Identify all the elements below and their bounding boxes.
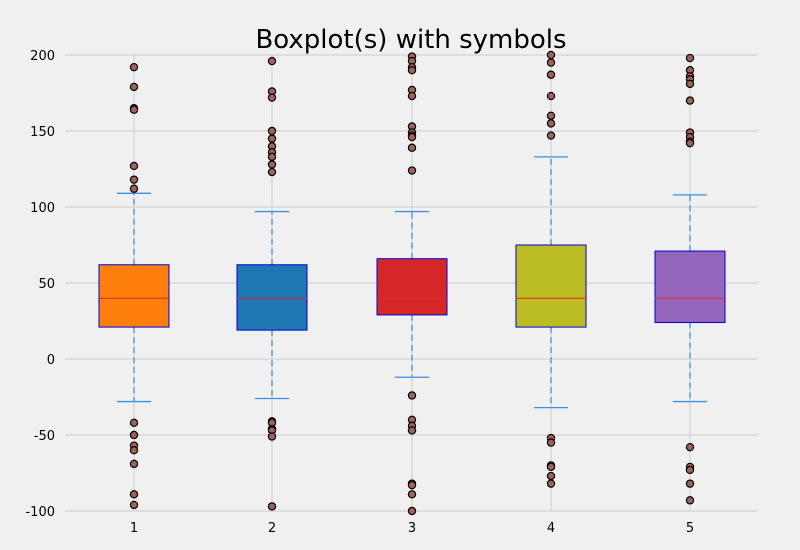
x-tick-label: 1	[130, 521, 138, 536]
flier-point	[267, 134, 277, 143]
flier-point	[129, 446, 139, 455]
flier-point	[546, 471, 556, 481]
flier-point	[267, 93, 277, 102]
flier-point	[129, 105, 139, 114]
flier-point	[129, 430, 139, 440]
flier-point	[685, 479, 695, 488]
flier-point	[685, 79, 695, 89]
y-tick-label: -50	[34, 429, 55, 444]
box-group	[515, 50, 587, 488]
flier-point	[407, 391, 417, 400]
flier-point	[267, 167, 277, 177]
box-group	[654, 53, 726, 505]
flier-point	[267, 502, 277, 511]
flier-point	[685, 465, 695, 475]
flier-point	[685, 96, 695, 105]
box-group	[98, 62, 170, 510]
flier-point	[267, 152, 277, 162]
flier-point	[546, 70, 556, 79]
flier-point	[129, 82, 139, 92]
x-tick-label: 3	[408, 521, 416, 536]
flier-point	[129, 500, 139, 510]
flier-point	[407, 91, 417, 101]
flier-point	[685, 53, 695, 63]
flier-point	[129, 490, 139, 499]
x-tick-label: 2	[268, 521, 276, 536]
flier-point	[546, 479, 556, 488]
flier-point	[407, 480, 417, 490]
flier-point	[407, 490, 417, 499]
flier-point	[129, 459, 139, 469]
box-body	[654, 250, 726, 324]
x-tick-label: 5	[686, 521, 694, 536]
boxes	[98, 50, 726, 516]
flier-point	[546, 119, 556, 128]
y-tick-label: 150	[30, 125, 55, 140]
box-body	[98, 264, 170, 328]
flier-point	[546, 111, 556, 121]
flier-point	[407, 143, 417, 152]
flier-point	[129, 161, 139, 171]
flier-point	[267, 56, 277, 66]
flier-point	[685, 138, 695, 148]
box-body	[236, 264, 308, 331]
y-tick-label: 100	[30, 201, 55, 216]
box-group	[376, 52, 448, 516]
y-tick-label: 50	[38, 277, 55, 292]
flier-point	[267, 126, 277, 136]
flier-point	[407, 65, 417, 75]
y-tick-label: 0	[47, 353, 55, 368]
flier-point	[546, 462, 556, 472]
flier-point	[546, 91, 556, 101]
flier-point	[407, 166, 417, 175]
flier-point	[546, 58, 556, 67]
box-group	[236, 56, 308, 511]
flier-point	[407, 426, 417, 435]
chart-title: Boxplot(s) with symbols	[255, 25, 566, 55]
box-body	[515, 244, 587, 328]
flier-point	[129, 418, 139, 428]
flier-point	[407, 506, 417, 516]
tick-labels: -100 -50 0 50 100 150 200 1 2 3 4 5	[25, 49, 694, 536]
flier-point	[129, 175, 139, 184]
flier-point	[129, 184, 139, 193]
flier-point	[685, 496, 695, 505]
flier-point	[129, 62, 139, 72]
y-tick-label: -100	[25, 505, 55, 520]
box-body	[376, 258, 448, 316]
flier-point	[546, 131, 556, 140]
flier-point	[407, 132, 417, 142]
flier-point	[685, 442, 695, 452]
flier-point	[267, 432, 277, 441]
y-tick-label: 200	[30, 49, 55, 64]
flier-point	[267, 160, 277, 169]
x-tick-label: 4	[547, 521, 555, 536]
flier-point	[546, 438, 556, 447]
